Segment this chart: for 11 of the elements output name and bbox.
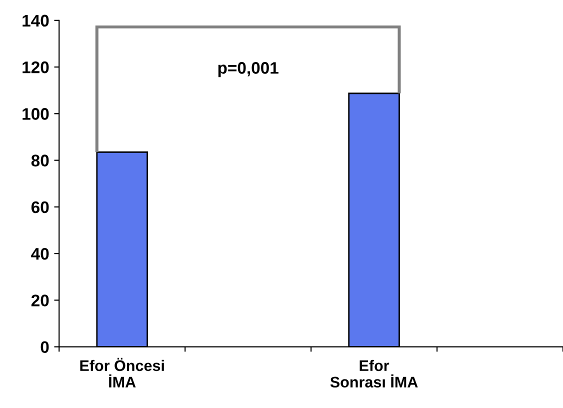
y-tick-label: 0 (40, 341, 49, 354)
y-tick-label: 100 (22, 108, 49, 120)
y-tick-label: 80 (31, 154, 49, 166)
y-tick-label: 120 (22, 61, 49, 74)
annotation: p=0,001 (218, 62, 278, 78)
x-tick-label: Efor Öncesi İMA (80, 358, 164, 388)
x-tick-label: Efor Sonrası İMA (330, 360, 418, 388)
y-tick-label: 40 (31, 248, 49, 260)
y-tick-label: 20 (31, 294, 49, 306)
y-tick-label: 140 (22, 14, 49, 27)
y-tick-label: 60 (31, 201, 49, 214)
